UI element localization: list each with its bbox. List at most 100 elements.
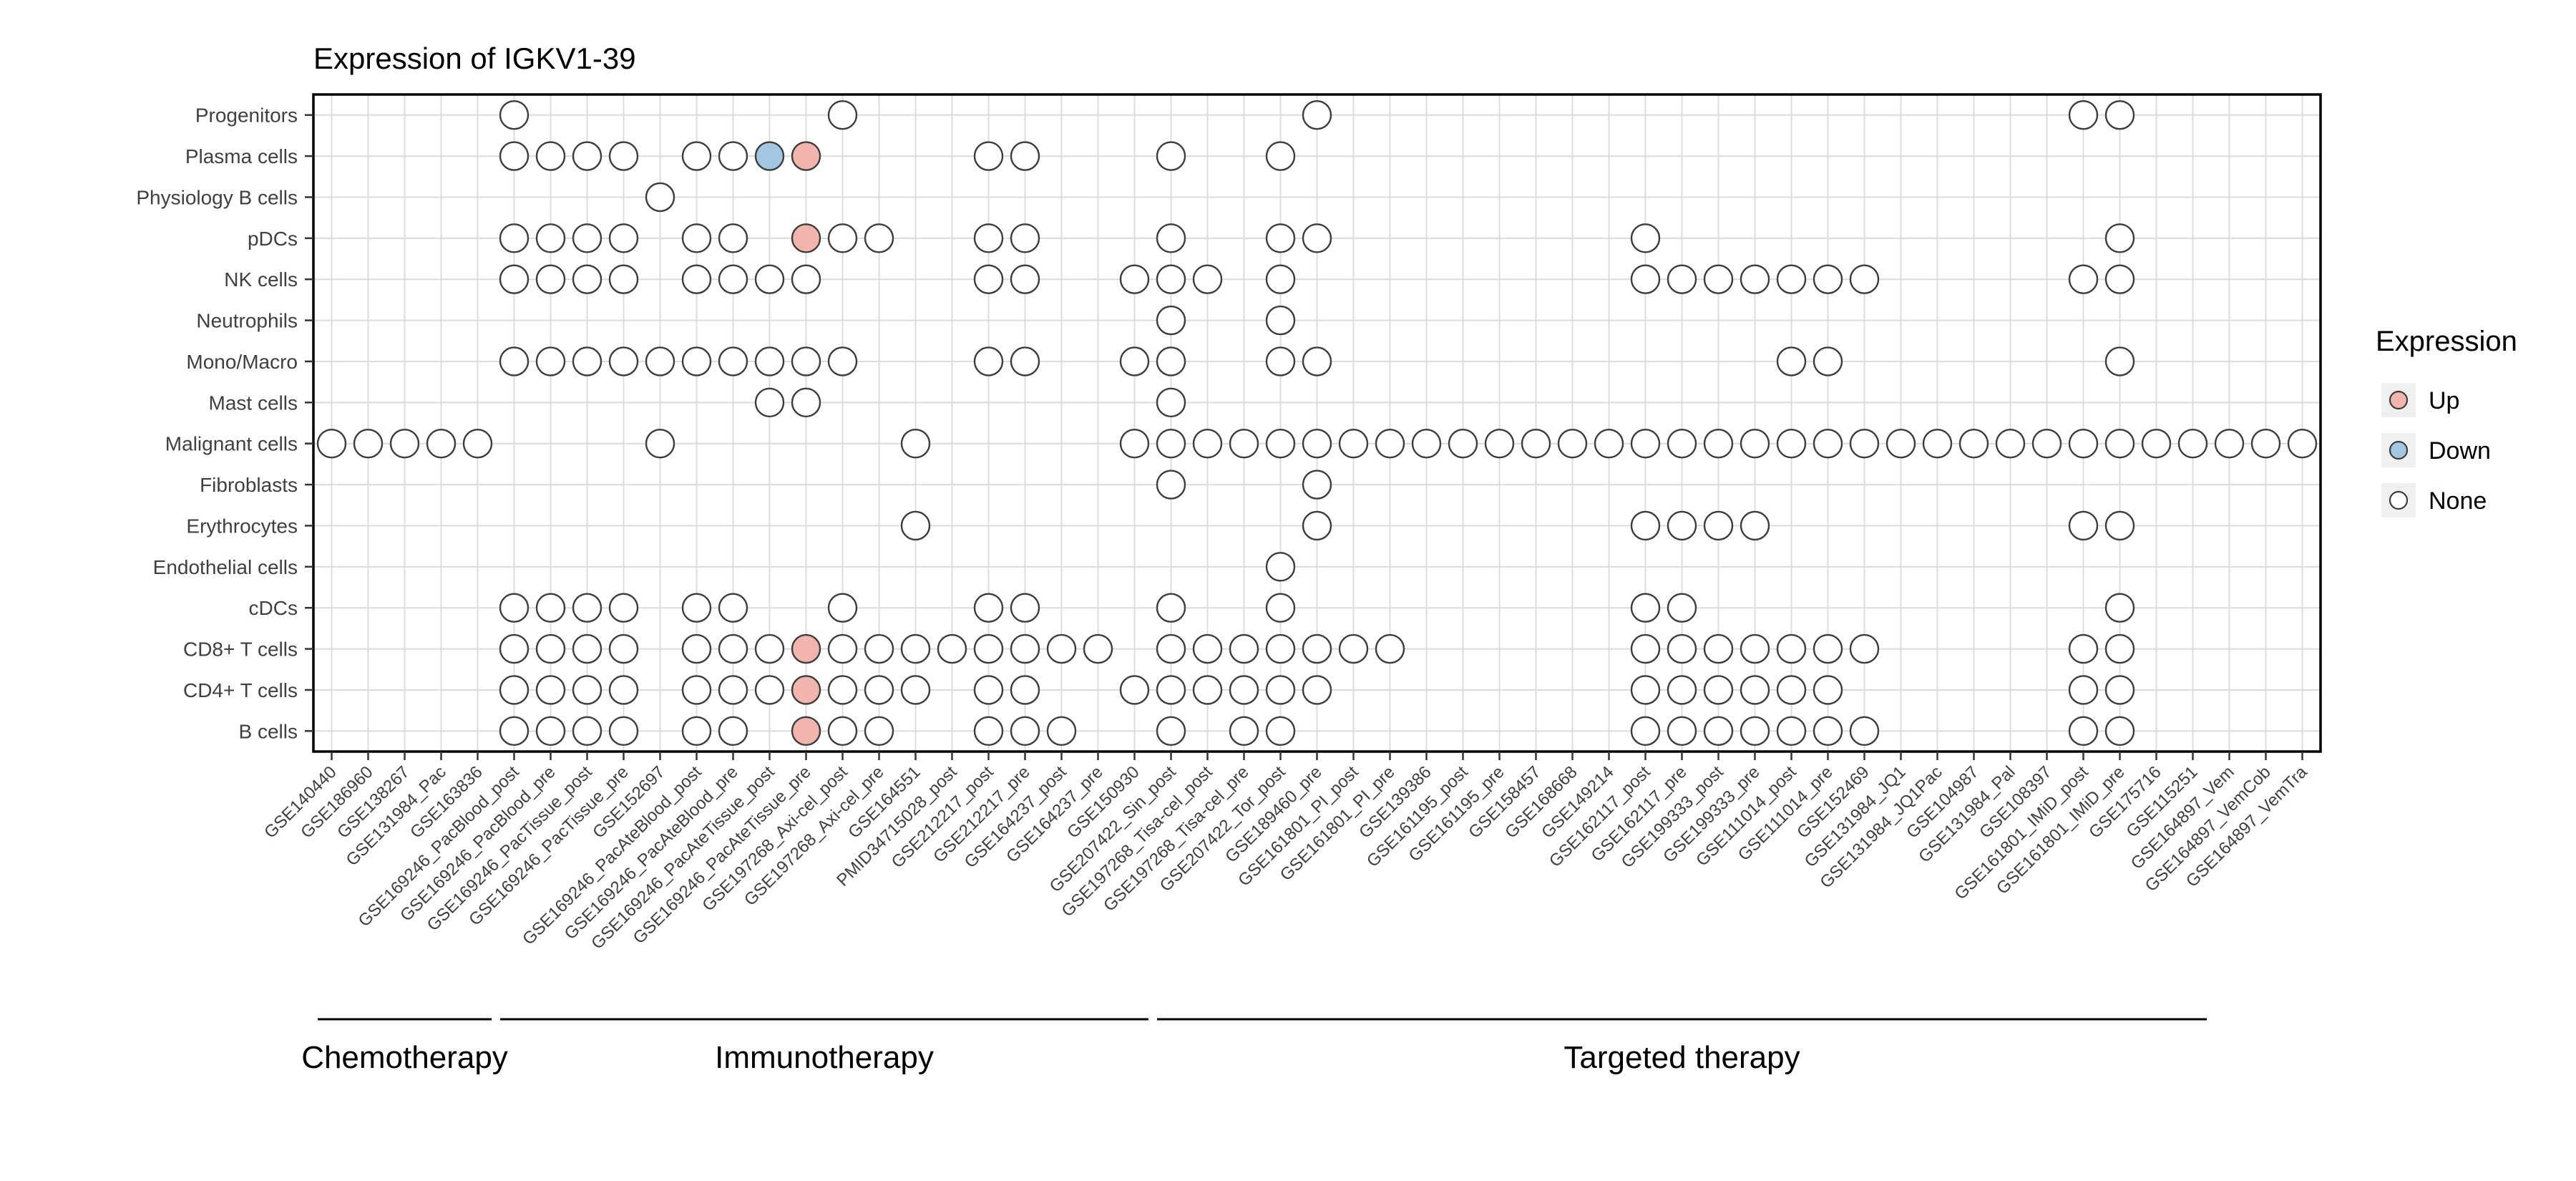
dot-none (1667, 510, 1697, 541)
dot-none (1776, 264, 1807, 294)
dot-up (791, 675, 821, 705)
dot-none (754, 633, 785, 664)
dot-none (1010, 264, 1040, 294)
dot-none (681, 675, 712, 705)
dot-none (1156, 264, 1186, 294)
dot-none (827, 223, 858, 253)
dot-none (2068, 510, 2099, 541)
dot-none (718, 223, 748, 253)
dot-none (1995, 428, 2026, 459)
row-label: Endothelial cells (153, 556, 298, 578)
row-label: cDCs (249, 597, 298, 619)
dot-none (973, 593, 1004, 623)
dot-none (1630, 223, 1661, 253)
dot-none (1703, 716, 1734, 747)
dot-none (1156, 305, 1186, 336)
dot-none (1667, 593, 1697, 623)
legend-item-label: Up (2429, 387, 2459, 414)
dot-none (1703, 428, 1734, 459)
dot-none (1922, 428, 1953, 459)
dot-none (1265, 675, 1296, 705)
row-label: CD8+ T cells (183, 638, 298, 661)
dot-none (1630, 633, 1661, 664)
dot-none (2214, 428, 2245, 459)
dot-none (608, 141, 639, 171)
dot-none (681, 346, 712, 376)
dot-none (827, 716, 858, 747)
dot-none (1630, 675, 1661, 705)
dot-none (1667, 675, 1697, 705)
dot-none (535, 141, 566, 171)
dot-none (1776, 633, 1807, 664)
row-label: Malignant cells (165, 433, 298, 455)
dot-none (900, 428, 931, 459)
dot-none (608, 633, 639, 664)
dot-none (1630, 593, 1661, 623)
dot-none (1010, 223, 1040, 253)
dot-none (499, 346, 530, 376)
dot-none (608, 716, 639, 747)
row-label: CD4+ T cells (183, 679, 298, 701)
dot-none (1302, 470, 1332, 500)
dot-none (426, 428, 457, 459)
dot-none (681, 633, 712, 664)
row-label: Mono/Macro (186, 351, 298, 373)
dot-none (754, 346, 785, 376)
dot-none (827, 633, 858, 664)
dot-none (900, 510, 931, 541)
dot-none (1265, 346, 1296, 376)
dot-none (1156, 593, 1186, 623)
dot-none (1265, 305, 1296, 336)
dot-none (2068, 264, 2099, 294)
dot-none (827, 675, 858, 705)
dot-none (1119, 428, 1150, 459)
dot-none (572, 141, 602, 171)
dot-none (791, 387, 821, 418)
dot-none (1740, 428, 1770, 459)
dot-none (1776, 716, 1807, 747)
dot-none (1156, 428, 1186, 459)
dot-none (1302, 633, 1332, 664)
dot-none (827, 346, 858, 376)
dot-none (1229, 716, 1259, 747)
dot-none (1192, 264, 1223, 294)
dot-none (1667, 716, 1697, 747)
dot-none (572, 633, 602, 664)
dot-none (1411, 428, 1442, 459)
dot-none (645, 182, 675, 213)
dot-none (535, 716, 566, 747)
legend-item-label: Down (2429, 437, 2491, 465)
dot-none (718, 593, 748, 623)
dot-none (608, 593, 639, 623)
dot-none (1302, 510, 1332, 541)
dot-none (754, 387, 785, 418)
dot-none (499, 593, 530, 623)
dot-none (499, 675, 530, 705)
row-label: Neutrophils (196, 310, 298, 332)
dot-none (1156, 633, 1186, 664)
dot-none (864, 223, 894, 253)
dot-none (2104, 428, 2135, 459)
dot-none (1119, 264, 1150, 294)
dot-none (1849, 264, 1880, 294)
dot-none (535, 223, 566, 253)
dot-none (1958, 428, 1989, 459)
row-label: Plasma cells (185, 145, 298, 167)
dot-none (645, 428, 675, 459)
dot-none (1557, 428, 1588, 459)
dot-none (1740, 633, 1770, 664)
dot-none (1119, 346, 1150, 376)
dot-none (1849, 633, 1880, 664)
dot-none (718, 675, 748, 705)
dot-none (1010, 716, 1040, 747)
dot-none (2104, 716, 2135, 747)
dot-none (2141, 428, 2172, 459)
dot-none (1703, 510, 1734, 541)
dot-none (864, 716, 894, 747)
dot-none (1338, 633, 1369, 664)
row-label: Physiology B cells (136, 186, 298, 208)
dot-none (2104, 510, 2135, 541)
dot-none (864, 675, 894, 705)
dot-none (1156, 716, 1186, 747)
dot-none (608, 223, 639, 253)
